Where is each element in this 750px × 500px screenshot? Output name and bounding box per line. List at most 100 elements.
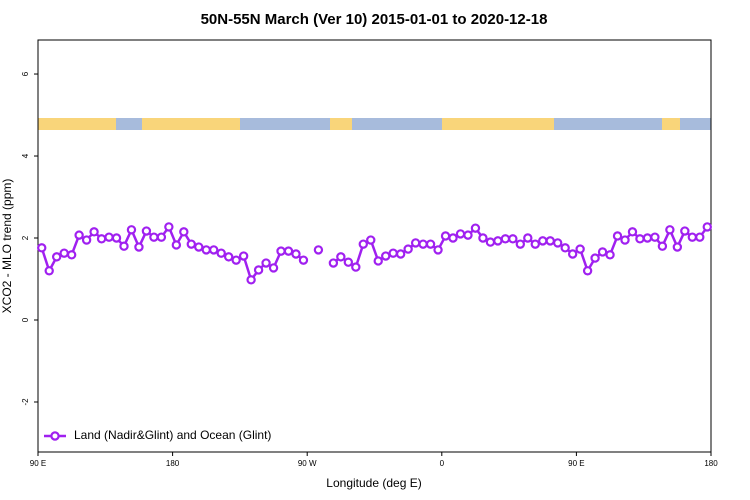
data-point [702, 222, 712, 232]
data-point [612, 231, 623, 241]
y-tick-label: 6 [21, 71, 30, 76]
x-axis-label: Longitude (deg E) [326, 476, 421, 490]
data-point [104, 232, 114, 242]
x-tick-label: 0 [440, 459, 445, 468]
data-point [575, 244, 585, 254]
data-point [66, 250, 77, 260]
data-point [351, 262, 361, 272]
data-point [553, 238, 563, 248]
data-point [590, 253, 600, 263]
legend-marker [50, 431, 60, 441]
data-point [388, 248, 398, 258]
data-point [81, 235, 92, 245]
data-point [373, 256, 383, 266]
data-point [74, 230, 84, 240]
data-point [605, 250, 615, 260]
data-point [343, 257, 354, 267]
data-point [665, 225, 675, 235]
data-point [425, 239, 436, 249]
data-point [366, 235, 376, 245]
data-point [403, 244, 413, 254]
data-point [231, 255, 241, 265]
data-point [515, 239, 526, 249]
data-point [597, 247, 608, 257]
data-point [545, 236, 555, 246]
data-point [650, 232, 660, 242]
x-tick-label: 90 E [568, 459, 584, 468]
data-point [433, 245, 443, 255]
x-tick-label: 90 E [30, 459, 46, 468]
data-point [448, 233, 458, 243]
data-point [141, 226, 152, 236]
data-point [261, 258, 271, 268]
data-point [485, 237, 496, 247]
data-point [395, 249, 406, 259]
data-point [455, 229, 466, 239]
data-point [336, 252, 346, 262]
data-point [313, 245, 324, 255]
data-point [156, 232, 167, 242]
x-tick-label: 180 [166, 459, 180, 468]
y-tick-label: 2 [21, 235, 30, 240]
data-point [440, 231, 451, 241]
data-point [283, 246, 294, 256]
land-ocean-strip [38, 118, 711, 130]
data-point [51, 252, 62, 262]
data-point [44, 266, 54, 276]
data-point [523, 233, 533, 243]
data-point [627, 227, 638, 237]
data-point [298, 255, 309, 265]
data-point [560, 243, 570, 253]
data-point [410, 238, 421, 248]
data-point [642, 233, 653, 243]
data-point [358, 239, 368, 249]
data-point [223, 252, 234, 262]
data-point [567, 249, 578, 259]
data-point [687, 232, 698, 242]
data-point [216, 248, 226, 258]
data-point [328, 258, 339, 268]
data-point [59, 248, 69, 258]
data-point [470, 223, 481, 233]
data-point [186, 239, 196, 249]
y-axis-label: XCO2 - MLO trend (ppm) [0, 179, 14, 314]
data-point [582, 266, 593, 276]
data-point [171, 240, 182, 250]
data-point [657, 241, 668, 251]
y-tick-label: 0 [21, 317, 30, 322]
y-tick-label: -2 [21, 398, 30, 406]
legend-label: Land (Nadir&Glint) and Ocean (Glint) [74, 428, 271, 442]
data-point [201, 245, 211, 255]
x-tick-label: 180 [704, 459, 718, 468]
data-point [620, 235, 630, 245]
data-point [276, 246, 286, 256]
data-point [680, 226, 690, 236]
data-point [194, 242, 204, 252]
data-point [164, 222, 174, 232]
data-point [695, 232, 705, 242]
data-point [96, 234, 107, 244]
data-point [635, 234, 645, 244]
data-point [672, 242, 683, 252]
data-point [37, 243, 47, 253]
data-point [463, 230, 473, 240]
data-point [179, 227, 189, 237]
data-point [119, 241, 129, 251]
data-point [500, 234, 511, 244]
data-point [238, 251, 249, 261]
data-point [478, 233, 488, 243]
data-point [291, 249, 301, 259]
data-point [126, 225, 137, 235]
data-point [111, 233, 122, 243]
data-point [246, 275, 256, 285]
data-point [134, 242, 144, 252]
data-point [268, 263, 279, 273]
data-point [149, 232, 159, 242]
data-point [89, 227, 99, 237]
data-point [508, 234, 518, 244]
x-tick-label: 90 W [298, 459, 317, 468]
data-point [493, 236, 503, 246]
data-point [209, 245, 219, 255]
data-point [253, 265, 264, 275]
